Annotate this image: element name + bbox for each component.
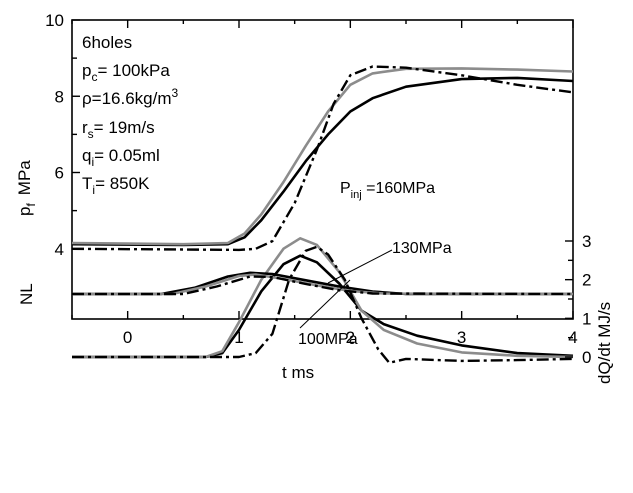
legend-quantity: qi= 0.05ml xyxy=(82,146,160,169)
annotations: Pinj =160MPa 130MPa 100MPa xyxy=(298,180,452,348)
natural_luminosity-series-gray-solid xyxy=(72,273,574,296)
heat_release-series-black-solid xyxy=(72,254,574,359)
pressure-tick-label: 8 xyxy=(55,87,64,106)
heat-release-tick-label: 1 xyxy=(582,309,591,328)
pressure-tick-label: 10 xyxy=(45,11,64,30)
heat_release-series-gray-solid xyxy=(72,237,574,359)
series-layer xyxy=(71,65,574,364)
x-tick-label: 3 xyxy=(457,328,466,347)
annotation-130mpa: 130MPa xyxy=(392,240,452,257)
natural_luminosity-series-black-solid xyxy=(72,271,573,296)
heat-release-tick-label: 3 xyxy=(582,232,591,251)
legend-holes: 6holes xyxy=(82,33,132,52)
annotation-160mpa: Pinj =160MPa xyxy=(340,180,435,201)
x-tick-label: 2 xyxy=(346,328,355,347)
heat_release-series-black-dashdot xyxy=(72,245,574,364)
pressure-series-black-dashdot xyxy=(71,65,574,252)
nl-axis-label: NL xyxy=(17,283,36,305)
legend-temperature: Ti= 850K xyxy=(82,174,150,197)
legend-density: ρ=16.6kg/m3 xyxy=(82,86,179,108)
legend-swirl: rs= 19m/s xyxy=(82,118,155,141)
plot-frame xyxy=(71,19,574,320)
natural_luminosity-series-black-dashdot xyxy=(72,275,574,296)
pointer-100mpa xyxy=(299,279,351,329)
legend-pc: pc= 100kPa xyxy=(82,61,170,84)
heat-release-tick-label: 2 xyxy=(582,271,591,290)
heat-release-axis-label: dQ/dt MJ/s xyxy=(595,302,614,384)
pressure-axis-label: pfMPa xyxy=(15,160,38,216)
x-axis-label: t ms xyxy=(282,363,314,382)
x-tick-label: 1 xyxy=(234,328,243,347)
legend-box: 6holes pc= 100kPa ρ=16.6kg/m3 rs= 19m/s … xyxy=(82,33,179,197)
heat-release-tick-label: 0 xyxy=(582,348,591,367)
pointer-130mpa xyxy=(327,249,393,284)
pressure-tick-label: 4 xyxy=(55,240,64,259)
pressure-series-gray-solid xyxy=(71,67,574,246)
pressure-tick-label: 6 xyxy=(55,164,64,183)
annotation-100mpa: 100MPa xyxy=(298,331,358,348)
x-tick-label: 0 xyxy=(123,328,132,347)
